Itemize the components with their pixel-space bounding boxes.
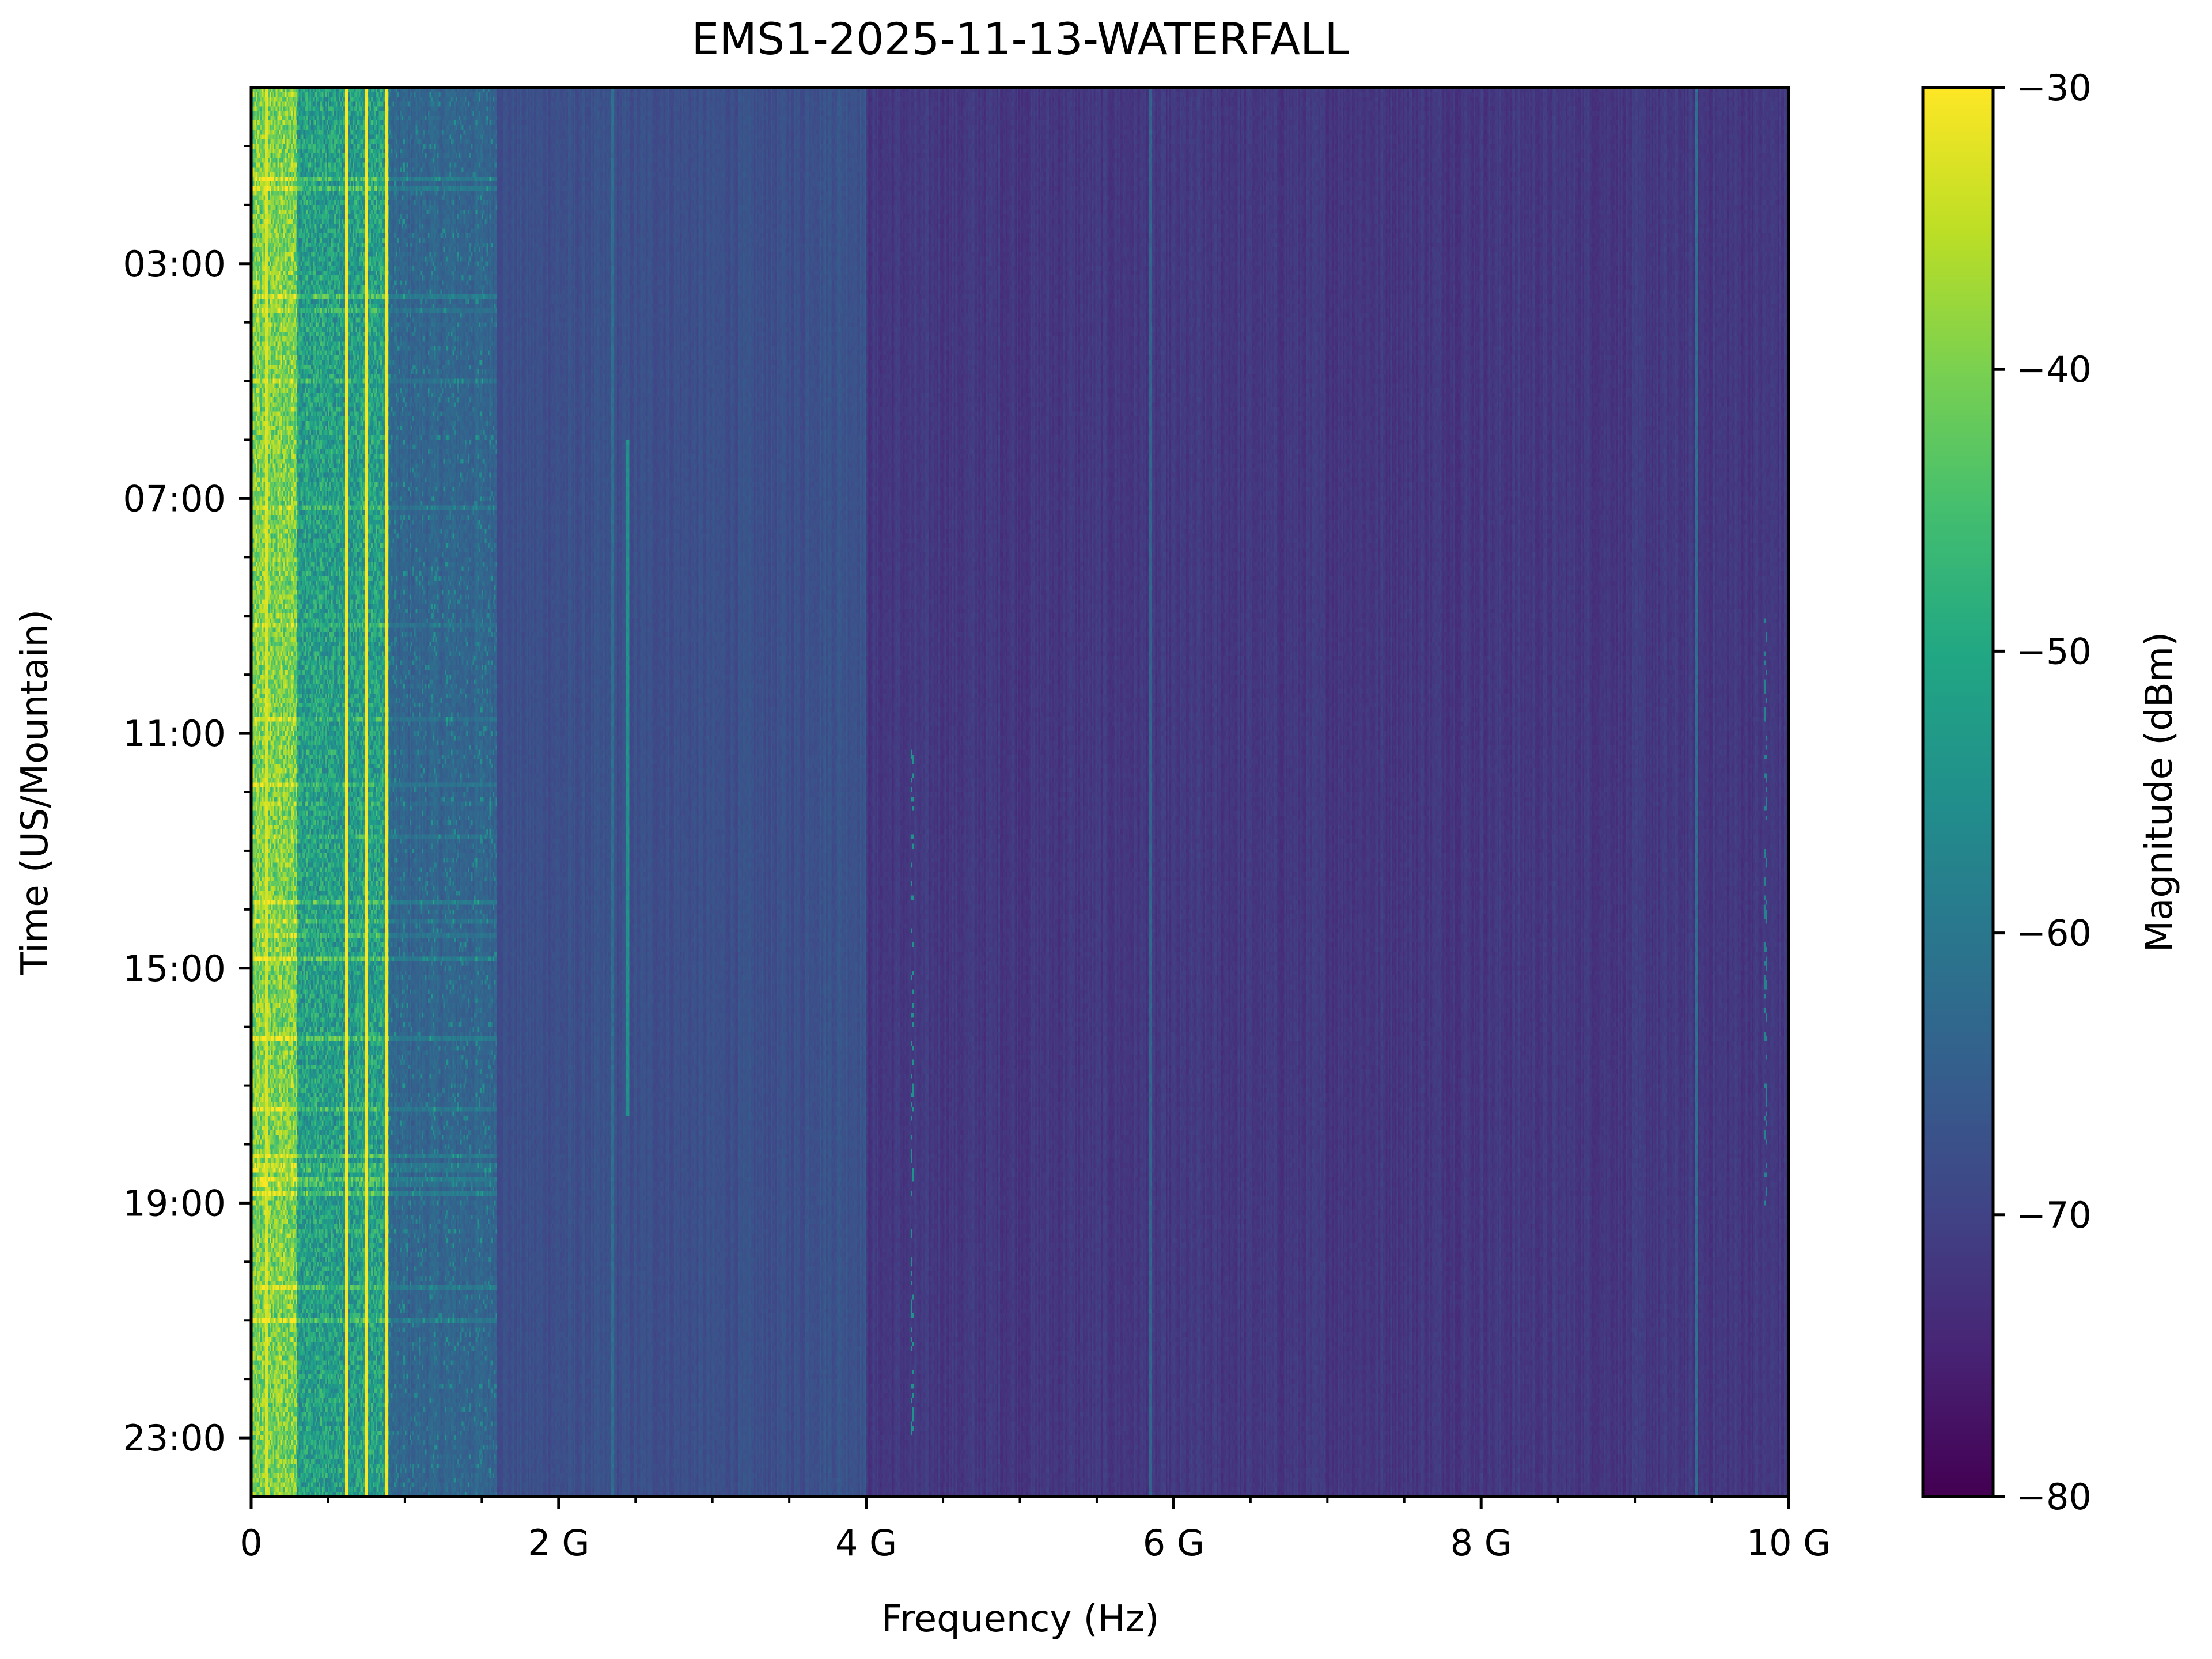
heatmap	[251, 88, 1789, 1497]
x-tick-label: 4 G	[835, 1522, 897, 1564]
colorbar-tick-label: −50	[2016, 630, 2092, 672]
colorbar-tick-label: −80	[2016, 1476, 2092, 1518]
colorbar-tick-label: −70	[2016, 1194, 2092, 1236]
colorbar-label: Magnitude (dBm)	[2138, 632, 2181, 952]
x-tick-label: 10 G	[1747, 1522, 1831, 1564]
x-tick-label: 2 G	[528, 1522, 589, 1564]
plot-frame	[249, 86, 1790, 1498]
x-tick-label: 8 G	[1450, 1522, 1512, 1564]
chart-title: EMS1-2025-11-13-WATERFALL	[691, 13, 1349, 65]
y-tick-label: 23:00	[123, 1417, 226, 1459]
y-tick-label: 19:00	[123, 1182, 226, 1224]
y-tick-label: 15:00	[123, 948, 226, 990]
colorbar-tick-label: −60	[2016, 912, 2092, 955]
y-axis-label: Time (US/Mountain)	[14, 609, 56, 975]
x-tick-label: 6 G	[1143, 1522, 1205, 1564]
colorbar-frame	[1921, 86, 1995, 1498]
y-tick-label: 03:00	[123, 243, 226, 285]
x-tick-label: 0	[240, 1522, 262, 1564]
x-axis-label: Frequency (Hz)	[881, 1598, 1160, 1641]
y-tick-label: 11:00	[123, 713, 226, 755]
y-tick-label: 07:00	[123, 478, 226, 520]
colorbar-tick-label: −30	[2016, 67, 2092, 109]
colorbar-tick-label: −40	[2016, 349, 2092, 391]
colorbar	[1923, 88, 1993, 1497]
